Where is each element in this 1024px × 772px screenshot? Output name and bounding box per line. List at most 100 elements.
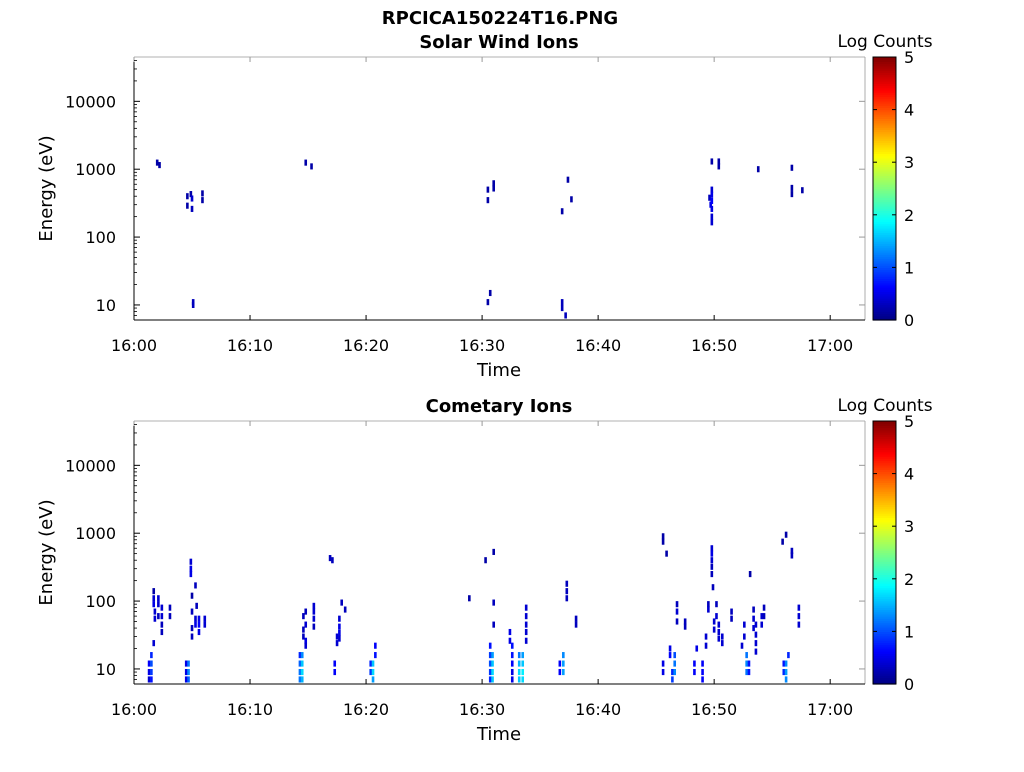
colorbar-segment [873,203,896,207]
colorbar-segment [873,460,896,464]
colorbar-segment [873,475,896,479]
heatmap-cell [150,660,153,667]
heatmap-cell [661,538,665,545]
colorbar-segment [873,552,896,556]
x-tick-label: 16:20 [343,336,389,355]
colorbar-segment [873,598,896,602]
colorbar-segment [873,429,896,433]
colorbar-segment [873,214,896,218]
colorbar-segment [873,570,896,573]
heatmap-cell [784,660,788,667]
heatmap-cell [201,197,204,204]
heatmap-cell [343,606,347,613]
colorbar-tick-label: 1 [904,258,914,277]
colorbar-segment [873,188,896,192]
heatmap-cell [675,608,679,615]
y-axis-label: Energy (eV) [36,135,57,241]
heatmap-cell [661,533,665,540]
colorbar-segment [873,111,896,115]
colorbar-segment [873,675,896,679]
colorbar-segment [873,120,896,124]
colorbar-segment [873,118,896,122]
colorbar-segment [873,221,896,225]
heatmap-cell [340,599,343,606]
heatmap-cell [762,604,766,611]
colorbar-segment [873,210,896,214]
colorbar-segment [873,96,896,100]
heatmap-cell [189,191,193,198]
heatmap-cell [300,660,304,667]
heatmap-cell [704,633,708,640]
heatmap-cell [562,660,565,667]
heatmap-cell [524,604,528,611]
heatmap-cell [710,205,714,212]
colorbar-segment [873,524,896,527]
colorbar-tick-label: 3 [904,517,914,536]
heatmap-cell [743,621,746,628]
heatmap-cell [189,565,193,572]
y-axis-label: Energy (eV) [36,499,57,605]
panel-cometary-ions: 16:00 16:10 16:20 16:30 16:40 16:50 17:0010100… [36,396,933,745]
colorbar-segment [873,594,896,597]
heatmap-cell [517,676,521,683]
colorbar-segment [873,670,896,674]
heatmap-cell [710,545,714,552]
heatmap-cell [782,660,786,667]
heatmap-cell [683,618,687,625]
colorbar-segment [873,528,896,532]
heatmap-cell [152,601,156,608]
heatmap-cell [668,652,672,659]
heatmap-cell [797,604,801,611]
colorbar-segment [873,293,896,297]
heatmap-cell [671,668,674,676]
colorbar-segment [873,657,896,661]
colorbar-segment [873,252,896,255]
colorbar-segment [873,659,896,663]
heatmap-cell [492,548,495,555]
heatmap-cell [338,623,341,630]
colorbar-segment [873,532,896,536]
heatmap-cell [195,602,198,609]
heatmap-cell [710,191,714,198]
colorbar-segment [873,587,896,591]
colorbar-segment [873,648,896,652]
colorbar-segment [873,633,896,637]
heatmap-cell [517,660,521,667]
heatmap-cell [754,640,758,647]
heatmap-cell [675,618,679,625]
colorbar-segment [873,98,896,102]
heatmap-cell [712,618,716,625]
colorbar-segment [873,313,896,317]
colorbar-segment [873,609,896,613]
colorbar-segment [873,304,896,308]
heatmap-cell [147,660,151,667]
colorbar-segment [873,655,896,659]
heatmap-cell [784,531,788,538]
colorbar-segment [873,179,896,183]
heatmap-cell [338,629,341,636]
heatmap-cell [374,642,377,649]
colorbar-segment [873,155,896,159]
colorbar-segment [873,666,896,670]
colorbar-segment [873,445,896,448]
heatmap-cell [147,676,151,683]
colorbar-segment [873,442,896,446]
heatmap-cell [717,635,721,642]
colorbar-segment [873,486,896,490]
colorbar-segment [873,309,896,312]
heatmap-cell [369,668,372,676]
heatmap-cell [153,615,157,622]
heatmap-cell [298,676,302,683]
colorbar-segment [873,168,896,172]
colorbar-segment [873,208,896,212]
heatmap-cell [574,621,578,628]
colorbar-tick-label: 2 [904,206,914,225]
colorbar-segment [873,146,896,150]
panel-solar-wind-ions: 16:00 16:10 16:20 16:30 16:40 16:50 17:0010100… [36,32,933,381]
colorbar-segment [873,613,896,617]
heatmap-cell [710,557,714,564]
heatmap-cell [304,637,308,644]
colorbar-tick-label: 4 [904,465,914,484]
colorbar-segment [873,545,896,549]
heatmap-cell [168,604,172,611]
